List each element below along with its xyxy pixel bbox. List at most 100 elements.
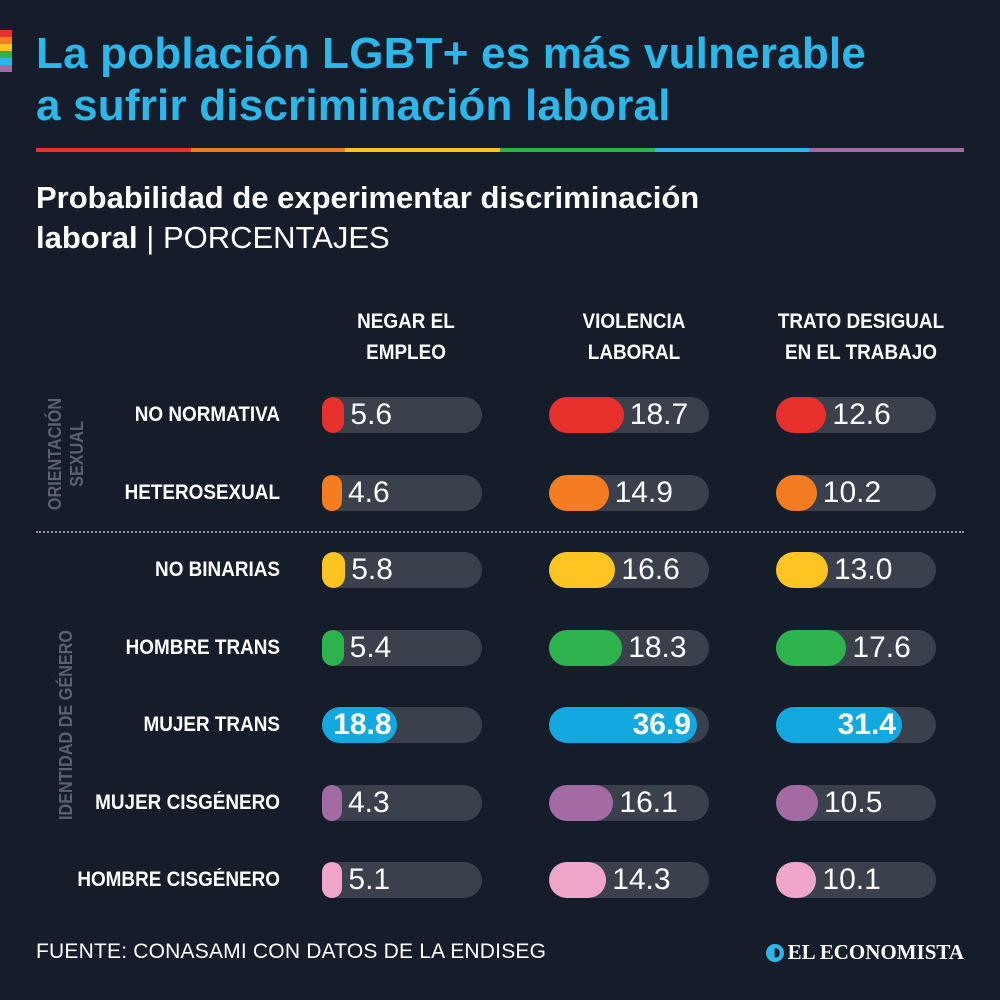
title-line-1: La población LGBT+ es más vulnerable bbox=[36, 29, 866, 78]
bar bbox=[322, 785, 342, 821]
row-label: HOMBRE TRANS bbox=[125, 636, 280, 659]
bar bbox=[549, 707, 697, 743]
subtitle-line-1: Probabilidad de experimentar discriminac… bbox=[36, 180, 700, 215]
row-label: NO NORMATIVA bbox=[134, 403, 280, 426]
subtitle-separator: | bbox=[137, 220, 163, 255]
bar-track: 18.3 bbox=[549, 630, 709, 666]
bar-track: 5.1 bbox=[322, 862, 482, 898]
subtitle-line-2: laboral | PORCENTAJES bbox=[36, 218, 936, 258]
bar-track: 18.8 bbox=[322, 707, 482, 743]
flag-stripe bbox=[0, 51, 12, 58]
bar bbox=[322, 630, 344, 666]
flag-stripe bbox=[0, 44, 12, 51]
data-label: 10.5 bbox=[824, 786, 883, 819]
data-label: 5.1 bbox=[348, 863, 391, 896]
flag-stripe bbox=[0, 58, 12, 65]
column-header: TRATO DESIGUAL EN EL TRABAJO bbox=[762, 306, 960, 368]
column-header-line: LABORAL bbox=[587, 341, 681, 364]
column-header-line: VIOLENCIA bbox=[582, 310, 686, 333]
bar bbox=[776, 707, 902, 743]
bar bbox=[549, 862, 607, 898]
chart-subtitle: Probabilidad de experimentar discriminac… bbox=[36, 178, 936, 258]
column-header-line: TRATO DESIGUAL bbox=[777, 310, 945, 333]
bar bbox=[322, 552, 346, 588]
rainbow-segment bbox=[190, 148, 346, 152]
bar-track: 36.9 bbox=[549, 707, 709, 743]
data-label: 14.3 bbox=[612, 863, 671, 896]
flag-stripe bbox=[0, 37, 12, 44]
bar bbox=[322, 707, 398, 743]
flag-stripe bbox=[0, 30, 12, 37]
data-label: 18.7 bbox=[629, 398, 689, 431]
bar-track: 5.8 bbox=[322, 552, 482, 588]
data-label: 18.3 bbox=[628, 631, 687, 664]
subtitle-word: laboral bbox=[36, 220, 138, 255]
bar-track: 4.6 bbox=[322, 475, 482, 511]
bar-track: 31.4 bbox=[776, 707, 936, 743]
bar bbox=[322, 475, 342, 511]
data-label: 10.1 bbox=[822, 863, 881, 896]
data-label: 10.2 bbox=[822, 476, 882, 509]
bar bbox=[776, 397, 827, 433]
data-label: 4.3 bbox=[348, 786, 390, 819]
rainbow-divider bbox=[36, 148, 965, 152]
data-label: 14.9 bbox=[614, 476, 673, 509]
bar bbox=[776, 630, 847, 666]
bar-track: 17.6 bbox=[776, 630, 936, 666]
data-label: 12.6 bbox=[832, 398, 891, 431]
rainbow-segment bbox=[36, 148, 191, 152]
title-line-2: a sufrir discriminación laboral bbox=[36, 81, 671, 130]
bar-track: 5.6 bbox=[322, 397, 482, 433]
bar bbox=[549, 552, 616, 588]
data-label: 31.4 bbox=[837, 708, 896, 741]
data-label: 13.0 bbox=[834, 553, 893, 586]
data-label: 18.8 bbox=[333, 708, 392, 741]
bar-track: 10.5 bbox=[776, 785, 936, 821]
page-title: La población LGBT+ es más vulnerable a s… bbox=[36, 28, 976, 132]
bar-track: 10.1 bbox=[776, 862, 936, 898]
column-header-line: NEGAR EL bbox=[357, 310, 455, 333]
bar bbox=[776, 862, 817, 898]
economista-logo-icon bbox=[765, 943, 784, 962]
data-label: 5.8 bbox=[351, 553, 393, 586]
bar-track: 16.1 bbox=[549, 785, 709, 821]
flag-stripe bbox=[0, 65, 12, 72]
source-note: FUENTE: CONASAMI CON DATOS DE LA ENDISEG bbox=[36, 940, 547, 963]
bar-track: 16.6 bbox=[549, 552, 709, 588]
group-divider bbox=[36, 531, 964, 533]
data-label: 5.4 bbox=[349, 631, 392, 664]
data-label: 4.6 bbox=[348, 476, 390, 509]
bar bbox=[776, 475, 817, 511]
column-header-line: EN EL TRABAJO bbox=[785, 341, 937, 364]
rainbow-segment bbox=[654, 148, 810, 152]
bar-track: 18.7 bbox=[549, 397, 709, 433]
group-label-line: ORIENTACIÓN bbox=[45, 397, 65, 511]
bar bbox=[549, 397, 624, 433]
subtitle-unit: PORCENTAJES bbox=[162, 220, 390, 255]
rainbow-segment bbox=[809, 148, 965, 152]
rainbow-flag-icon bbox=[0, 30, 12, 72]
column-header: NEGAR EL EMPLEO bbox=[307, 306, 505, 368]
row-label: MUJER CISGÉNERO bbox=[95, 791, 280, 814]
bar bbox=[776, 552, 828, 588]
bar bbox=[322, 397, 345, 433]
row-label: HOMBRE CISGÉNERO bbox=[77, 868, 280, 891]
row-label: HETEROSEXUAL bbox=[124, 481, 280, 504]
column-header-line: EMPLEO bbox=[366, 341, 446, 364]
bar bbox=[776, 785, 818, 821]
row-label: MUJER TRANS bbox=[143, 713, 280, 736]
bar bbox=[549, 785, 614, 821]
bar bbox=[322, 862, 343, 898]
bar bbox=[549, 475, 609, 511]
data-label: 16.6 bbox=[621, 553, 680, 586]
bar-track: 5.4 bbox=[322, 630, 482, 666]
bar-track: 14.9 bbox=[549, 475, 709, 511]
rainbow-segment bbox=[500, 148, 655, 152]
bar-track: 14.3 bbox=[549, 862, 709, 898]
data-label: 17.6 bbox=[852, 631, 911, 664]
brand-logo-text: EL ECONOMISTA bbox=[787, 940, 964, 964]
bar-track: 13.0 bbox=[776, 552, 936, 588]
rainbow-segment bbox=[345, 148, 501, 152]
bar bbox=[549, 630, 623, 666]
brand-logo: EL ECONOMISTA bbox=[765, 940, 964, 965]
